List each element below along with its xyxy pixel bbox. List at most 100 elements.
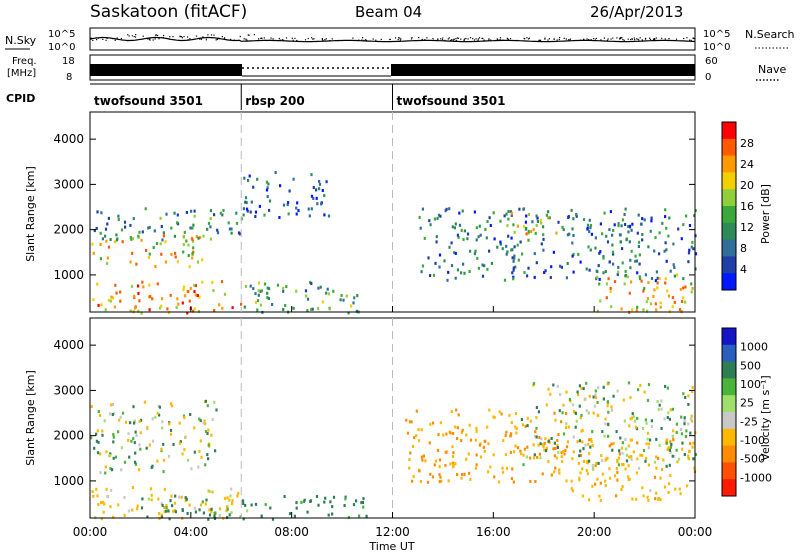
- echo-cell: [250, 503, 253, 507]
- echo-cell: [597, 413, 600, 417]
- noise-point: [437, 38, 439, 40]
- echo-cell: [660, 427, 663, 430]
- echo-cell: [621, 247, 624, 251]
- echo-cell: [654, 497, 657, 501]
- echo-cell: [579, 454, 582, 458]
- noise-point: [243, 38, 245, 40]
- noise-point: [183, 36, 185, 38]
- echo-cell: [659, 498, 662, 502]
- noise-point: [649, 37, 651, 39]
- noise-point: [294, 37, 296, 39]
- echo-cell: [312, 186, 315, 189]
- echo-cell: [669, 440, 672, 444]
- echo-cell: [649, 438, 652, 442]
- echo-cell: [539, 442, 542, 446]
- echo-cell: [675, 422, 678, 426]
- echo-cell: [254, 210, 258, 214]
- echo-cell: [647, 446, 650, 450]
- echo-cell: [422, 454, 425, 458]
- echo-cell: [507, 209, 510, 213]
- echo-cell: [535, 214, 538, 218]
- noise-point: [168, 38, 170, 40]
- echo-cell: [492, 211, 495, 215]
- echo-cell: [266, 296, 269, 300]
- noise-point: [630, 38, 632, 41]
- noise-point: [453, 38, 455, 40]
- echo-cell: [284, 304, 287, 307]
- echo-cell: [452, 463, 455, 467]
- echo-cell: [285, 285, 288, 289]
- echo-cell: [139, 431, 142, 435]
- echo-cell: [679, 287, 682, 291]
- echo-cell: [554, 447, 557, 450]
- echo-cell: [586, 461, 589, 465]
- echo-cell: [140, 418, 143, 422]
- noise-point: [363, 39, 365, 41]
- echo-cell: [684, 285, 687, 289]
- echo-cell: [147, 226, 150, 230]
- echo-cell: [515, 426, 518, 430]
- echo-cell: [689, 431, 692, 435]
- echo-cell: [111, 413, 114, 416]
- echo-cell: [654, 302, 657, 306]
- echo-cell: [536, 220, 539, 223]
- echo-cell: [415, 434, 418, 438]
- frequency-panel: Freq. [MHz] 18 8 60 0 Nave: [7, 54, 786, 83]
- echo-cell: [596, 477, 599, 481]
- echo-cell: [555, 231, 558, 235]
- echo-cell: [627, 225, 630, 228]
- echo-cell: [604, 484, 607, 487]
- echo-cell: [129, 236, 132, 239]
- noise-point: [690, 39, 692, 41]
- echo-cell: [686, 484, 689, 488]
- echo-cell: [629, 396, 632, 400]
- echo-cell: [206, 404, 209, 408]
- echo-cell: [211, 490, 214, 494]
- echo-cell: [176, 221, 179, 225]
- echo-cell: [604, 270, 607, 274]
- noise-point: [568, 39, 570, 41]
- echo-cell: [151, 439, 155, 443]
- echo-cell: [429, 274, 432, 277]
- echo-cell: [618, 449, 621, 453]
- echo-cell: [493, 416, 496, 419]
- noise-point: [544, 37, 546, 39]
- echo-cell: [489, 465, 492, 469]
- echo-cell: [662, 458, 665, 462]
- echo-cell: [158, 413, 161, 417]
- echo-cell: [260, 289, 263, 293]
- echo-cell: [512, 268, 515, 272]
- echo-cell: [108, 412, 112, 416]
- echo-cell: [250, 200, 253, 204]
- echo-cell: [156, 282, 159, 286]
- echo-cell: [520, 418, 523, 421]
- echo-cell: [150, 465, 153, 469]
- echo-cell: [109, 299, 112, 303]
- echo-cell: [591, 466, 595, 470]
- noise-point: [260, 37, 262, 39]
- echo-cell: [533, 275, 536, 279]
- echo-cell: [682, 223, 685, 227]
- noise-point: [116, 37, 118, 39]
- echo-cell: [641, 486, 644, 490]
- echo-cell: [198, 449, 201, 453]
- echo-cell: [187, 243, 190, 247]
- echo-cell: [202, 234, 205, 238]
- noise-point: [620, 37, 622, 39]
- echo-cell: [309, 500, 312, 503]
- noise-point: [95, 37, 97, 39]
- echo-cell: [99, 243, 102, 246]
- echo-cell: [517, 258, 520, 262]
- echo-cell: [647, 498, 650, 502]
- echo-cell: [193, 506, 197, 510]
- noise-point: [455, 38, 457, 40]
- echo-cell: [187, 254, 190, 257]
- echo-cell: [556, 439, 559, 442]
- echo-cell: [163, 510, 166, 514]
- echo-cell: [682, 392, 685, 396]
- echo-cell: [191, 237, 194, 241]
- colorbar-tick-label: -25: [740, 415, 758, 428]
- noise-point: [207, 34, 209, 36]
- echo-cell: [159, 242, 162, 246]
- echo-cell: [504, 453, 507, 457]
